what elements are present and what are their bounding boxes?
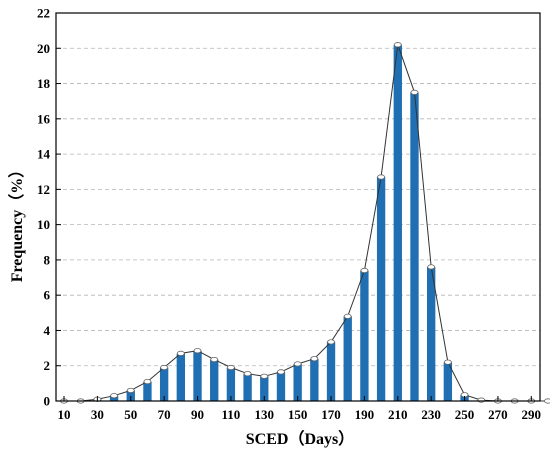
x-tick-label-70: 70 — [158, 407, 171, 422]
point-120 — [244, 371, 251, 375]
point-60 — [144, 379, 151, 383]
y-tick-label-10: 10 — [37, 217, 50, 232]
point-230 — [428, 265, 435, 269]
point-240 — [444, 360, 451, 364]
y-tick-label-16: 16 — [37, 111, 51, 126]
plot-frame — [56, 13, 540, 401]
bar-180 — [344, 316, 352, 401]
y-axis-title: Frequency（%） — [8, 162, 26, 283]
bar-80 — [177, 353, 185, 401]
bar-160 — [310, 359, 318, 401]
point-50 — [127, 388, 134, 392]
bar-70 — [160, 367, 168, 401]
bar-140 — [277, 372, 285, 401]
point-80 — [177, 351, 184, 355]
x-tick-label-290: 290 — [522, 407, 542, 422]
x-tick-label-50: 50 — [124, 407, 137, 422]
point-260 — [478, 398, 485, 402]
bar-170 — [327, 342, 335, 401]
grid-lines — [56, 48, 540, 365]
point-150 — [294, 362, 301, 366]
point-200 — [378, 175, 385, 179]
x-axis-title: SCED（Days） — [246, 430, 354, 448]
y-tick-label-0: 0 — [44, 394, 51, 409]
y-tick-label-20: 20 — [37, 41, 50, 56]
point-140 — [277, 370, 284, 374]
bar-190 — [360, 270, 368, 401]
tick-labels: 0 2 4 6 8 10 12 14 16 18 20 22 10 30 50 70 90 110 130 150 17… — [37, 6, 541, 423]
y-tick-label-6: 6 — [44, 288, 51, 303]
x-tick-label-30: 30 — [91, 407, 104, 422]
point-90 — [194, 349, 201, 353]
x-tick-label-190: 190 — [355, 407, 375, 422]
point-100 — [211, 357, 218, 361]
point-40 — [111, 394, 118, 398]
point-180 — [344, 314, 351, 318]
bar-230 — [427, 267, 435, 401]
x-tick-label-250: 250 — [455, 407, 475, 422]
bar-120 — [243, 374, 251, 401]
bar-220 — [410, 92, 418, 401]
bar-210 — [394, 45, 402, 401]
point-170 — [328, 340, 335, 344]
axes — [56, 13, 540, 401]
x-tick-label-210: 210 — [388, 407, 408, 422]
x-tick-label-150: 150 — [288, 407, 308, 422]
x-tick-label-270: 270 — [488, 407, 508, 422]
point-220 — [411, 90, 418, 94]
frequency-curve — [61, 43, 550, 404]
bar-110 — [227, 367, 235, 401]
point-300 — [545, 399, 550, 403]
point-190 — [361, 268, 368, 272]
bar-60 — [143, 382, 151, 401]
point-110 — [227, 365, 234, 369]
point-130 — [261, 374, 268, 378]
x-tick-label-130: 130 — [255, 407, 275, 422]
y-tick-label-14: 14 — [37, 147, 51, 162]
x-tick-label-10: 10 — [58, 407, 71, 422]
point-210 — [394, 43, 401, 47]
bar-200 — [377, 177, 385, 401]
bar-90 — [193, 351, 201, 401]
x-tick-label-230: 230 — [421, 407, 441, 422]
bar-150 — [293, 364, 301, 401]
y-tick-label-4: 4 — [44, 323, 51, 338]
point-160 — [311, 356, 318, 360]
x-tick-label-90: 90 — [191, 407, 204, 422]
bar-100 — [210, 360, 218, 401]
x-tick-label-170: 170 — [321, 407, 341, 422]
y-tick-label-18: 18 — [37, 76, 51, 91]
y-tick-label-12: 12 — [37, 182, 50, 197]
x-tick-label-110: 110 — [221, 407, 240, 422]
point-70 — [161, 365, 168, 369]
y-tick-label-2: 2 — [44, 358, 51, 373]
y-tick-label-8: 8 — [44, 252, 51, 267]
y-tick-label-22: 22 — [37, 6, 50, 21]
frequency-line — [64, 45, 548, 401]
